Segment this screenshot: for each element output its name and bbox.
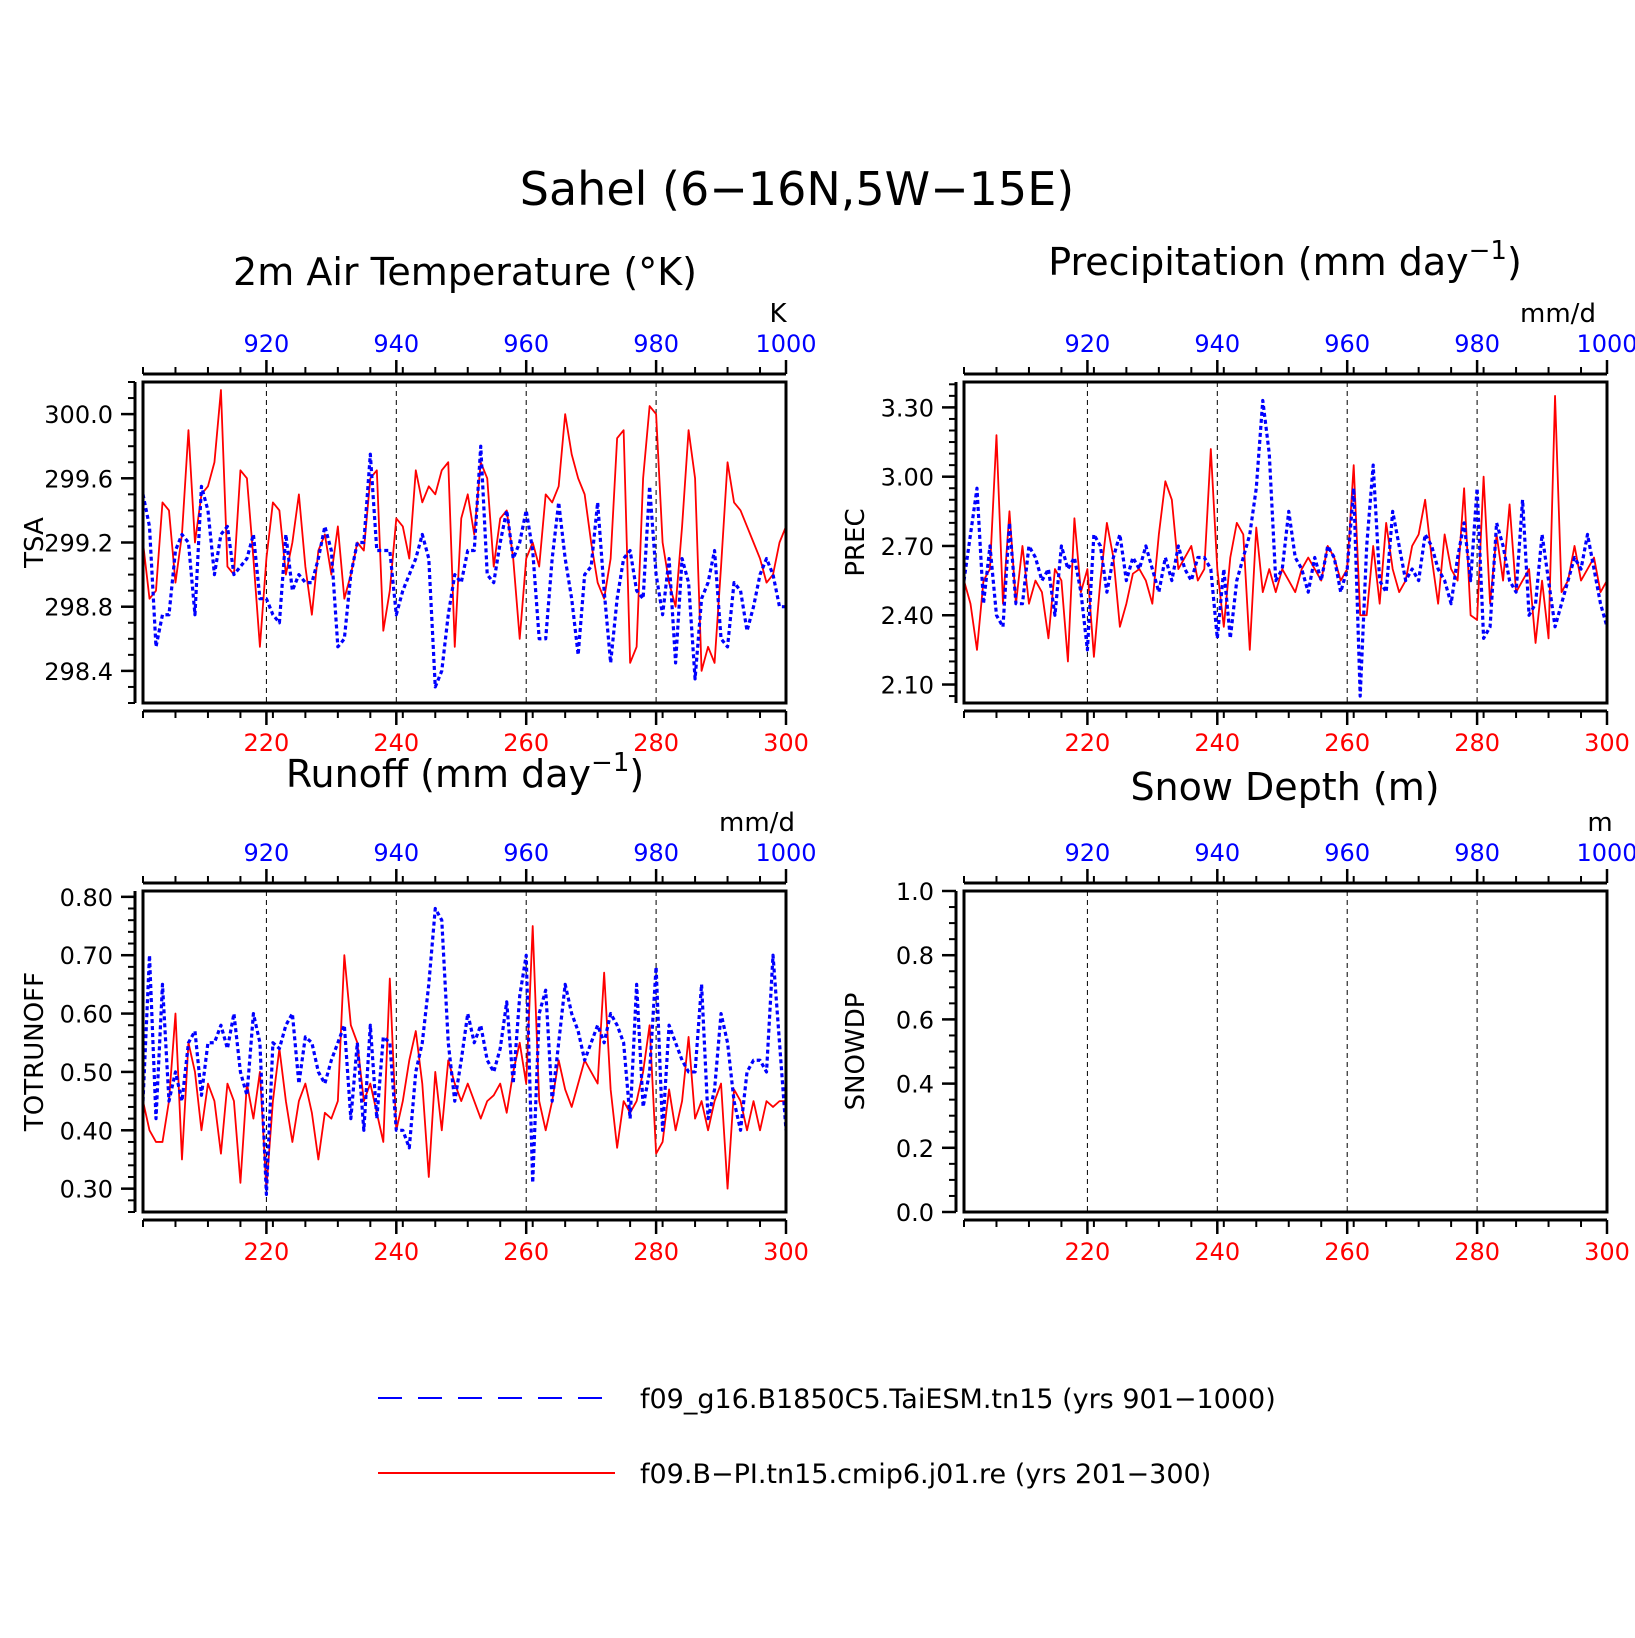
x-tick-label-top: 940: [1194, 330, 1240, 358]
x-tick-label-top: 1000: [755, 330, 816, 358]
y-tick-label: 3.00: [881, 464, 934, 492]
x-tick-label-top: 920: [1064, 330, 1110, 358]
y-tick-label: 299.2: [44, 530, 113, 558]
x-tick-label-bottom: 300: [1584, 729, 1630, 757]
x-tick-label-bottom: 280: [1454, 729, 1500, 757]
plot-frame: [141, 380, 788, 705]
y-tick-label: 299.6: [44, 465, 113, 493]
y-tick-label: 3.30: [881, 394, 934, 422]
series-line: [143, 389, 786, 672]
x-tick-label-top: 980: [633, 330, 679, 358]
y-tick-label: 298.4: [44, 658, 113, 686]
x-tick-label-bottom: 280: [633, 1238, 679, 1266]
x-tick-label-bottom: 240: [373, 1238, 419, 1266]
legend: f09_g16.B1850C5.TaiESM.tn15 (yrs 901−100…: [378, 1384, 1276, 1490]
x-tick-label-bottom: 260: [1324, 729, 1370, 757]
x-tick-label-bottom: 260: [1324, 1238, 1370, 1266]
panel-title: Precipitation (mm day−1): [1048, 236, 1522, 284]
units-label: K: [769, 299, 787, 329]
y-tick-label: 300.0: [44, 401, 113, 429]
series-line: [964, 394, 1607, 663]
panel-title: 2m Air Temperature (°K): [233, 250, 697, 294]
x-tick-label-bottom: 260: [503, 729, 549, 757]
x-tick-label-bottom: 300: [763, 1238, 809, 1266]
y-tick-label: 298.8: [44, 594, 113, 622]
plot-frame: [141, 889, 788, 1214]
y-tick-label: 1.0: [896, 878, 934, 906]
x-tick-label-bottom: 300: [763, 729, 809, 757]
x-tick-label-top: 980: [1454, 839, 1500, 867]
x-tick-label-bottom: 220: [243, 1238, 289, 1266]
y-tick-label: 0.30: [60, 1176, 113, 1204]
x-tick-label-top: 940: [1194, 839, 1240, 867]
x-tick-label-bottom: 240: [373, 729, 419, 757]
x-tick-label-bottom: 220: [1064, 729, 1110, 757]
panel-title: Snow Depth (m): [1130, 765, 1439, 809]
x-tick-label-bottom: 280: [1454, 1238, 1500, 1266]
y-axis-label: TOTRUNOFF: [20, 972, 50, 1132]
y-tick-label: 0.60: [60, 1001, 113, 1029]
panel-snowdp: Snow Depth (m) m SNOWDP 0.0 0.2 0.4 0.6 0.8 1.0 2…: [841, 765, 1635, 1266]
y-tick-label: 2.10: [881, 672, 934, 700]
legend-label: f09_g16.B1850C5.TaiESM.tn15 (yrs 901−100…: [640, 1384, 1276, 1415]
y-tick-label: 0.8: [896, 942, 934, 970]
panel-prec: Precipitation (mm day−1) mm/d PREC 2.10 2.40…: [841, 236, 1635, 757]
y-axis-label: TSA: [20, 517, 50, 569]
panel-totrunoff: Runoff (mm day−1) mm/d TOTRUNOFF 0.30 0.40 0.…: [20, 748, 817, 1266]
y-tick-label: 0.40: [60, 1117, 113, 1145]
x-tick-label-top: 1000: [1576, 330, 1635, 358]
y-tick-label: 2.40: [881, 602, 934, 630]
legend-label: f09.B−PI.tn15.cmip6.j01.re (yrs 201−300): [640, 1459, 1211, 1490]
x-tick-label-top: 920: [1064, 839, 1110, 867]
series-line: [143, 925, 786, 1190]
x-tick-label-top: 960: [1324, 330, 1370, 358]
units-label: mm/d: [1520, 299, 1596, 329]
x-tick-label-top: 980: [633, 839, 679, 867]
y-tick-label: 2.70: [881, 533, 934, 561]
y-tick-label: 0.4: [896, 1071, 934, 1099]
x-tick-label-bottom: 220: [243, 729, 289, 757]
x-tick-label-top: 980: [1454, 330, 1500, 358]
x-tick-label-top: 1000: [1576, 839, 1635, 867]
series-line: [143, 444, 786, 689]
x-tick-label-top: 940: [373, 330, 419, 358]
y-tick-label: 0.0: [896, 1199, 934, 1227]
plot-frame: [962, 380, 1609, 705]
y-tick-label: 0.80: [60, 884, 113, 912]
panel-tsa: 2m Air Temperature (°K) K TSA 298.4 298.8 299…: [20, 250, 817, 757]
x-tick-label-bottom: 240: [1194, 1238, 1240, 1266]
y-tick-label: 0.50: [60, 1059, 113, 1087]
y-axis-label: SNOWDP: [841, 993, 871, 1111]
units-label: m: [1587, 808, 1612, 838]
x-tick-label-bottom: 260: [503, 1238, 549, 1266]
x-tick-label-top: 960: [503, 330, 549, 358]
x-tick-label-top: 960: [1324, 839, 1370, 867]
x-tick-label-bottom: 280: [633, 729, 679, 757]
plot-frame: [962, 889, 1609, 1214]
y-tick-label: 0.70: [60, 942, 113, 970]
x-tick-label-bottom: 220: [1064, 1238, 1110, 1266]
panels: 2m Air Temperature (°K) K TSA 298.4 298.8 299…: [20, 236, 1635, 1266]
x-tick-label-top: 960: [503, 839, 549, 867]
series-line: [143, 906, 786, 1197]
x-tick-label-top: 920: [243, 330, 289, 358]
x-tick-label-bottom: 300: [1584, 1238, 1630, 1266]
y-tick-label: 0.6: [896, 1006, 934, 1034]
x-tick-label-top: 920: [243, 839, 289, 867]
series-line: [964, 398, 1607, 698]
x-tick-label-top: 940: [373, 839, 419, 867]
figure-title: Sahel (6−16N,5W−15E): [520, 162, 1074, 216]
y-axis-label: PREC: [841, 508, 871, 576]
panel-title: Runoff (mm day−1): [286, 748, 644, 796]
x-tick-label-bottom: 240: [1194, 729, 1240, 757]
x-tick-label-top: 1000: [755, 839, 816, 867]
units-label: mm/d: [719, 808, 795, 838]
y-tick-label: 0.2: [896, 1135, 934, 1163]
